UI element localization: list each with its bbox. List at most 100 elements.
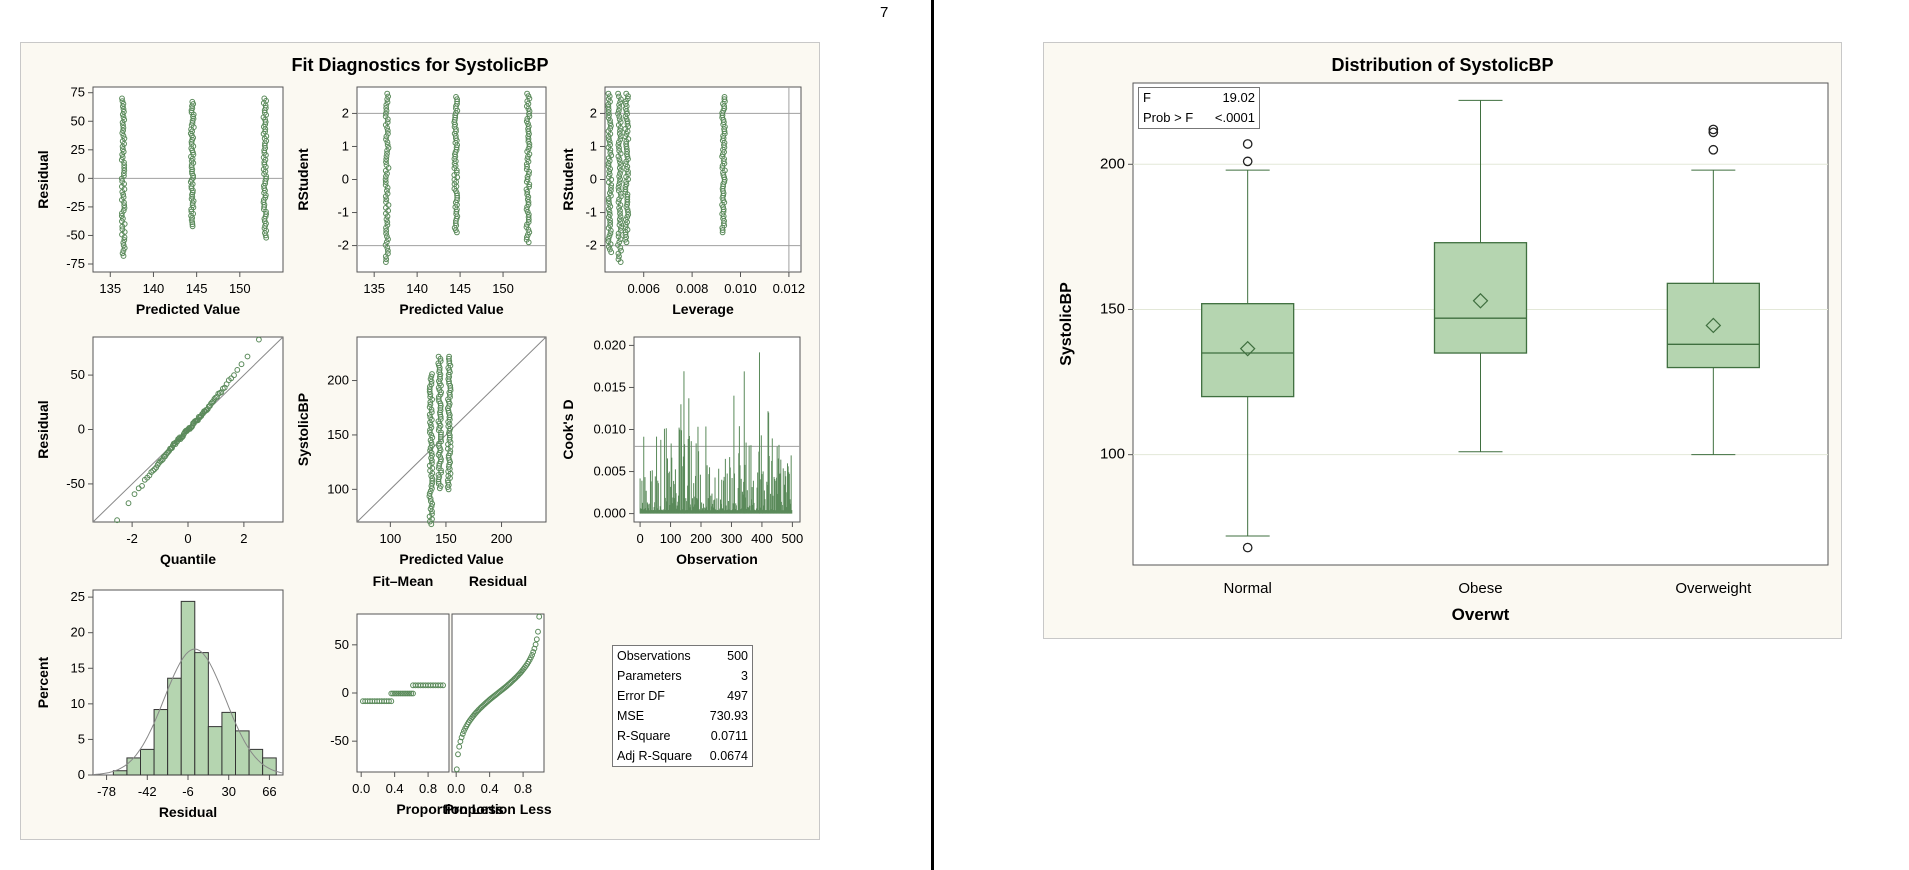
data-point bbox=[121, 202, 128, 209]
data-point bbox=[615, 90, 621, 97]
stat-row: Observations 500 bbox=[613, 646, 752, 666]
data-point bbox=[121, 205, 128, 211]
y-tick-label: 0 bbox=[78, 767, 85, 782]
y-tick-label: 5 bbox=[78, 731, 85, 746]
plot-frame bbox=[604, 86, 802, 273]
data-point bbox=[121, 116, 128, 123]
data-point bbox=[383, 133, 390, 140]
stat-label: R-Square bbox=[617, 729, 671, 743]
data-point bbox=[120, 132, 127, 139]
data-point bbox=[608, 184, 614, 191]
y-tick-label: 0.000 bbox=[593, 506, 626, 521]
data-point bbox=[616, 187, 622, 194]
data-point bbox=[608, 187, 614, 194]
x-tick-label: 150 bbox=[492, 281, 514, 296]
data-point bbox=[524, 163, 530, 170]
y-tick-label: -25 bbox=[66, 199, 85, 214]
data-point bbox=[120, 247, 127, 254]
data-point bbox=[616, 147, 623, 154]
data-point bbox=[121, 170, 127, 177]
data-point bbox=[617, 227, 624, 234]
data-point bbox=[607, 141, 613, 148]
data-point bbox=[446, 355, 452, 362]
data-point bbox=[383, 256, 390, 263]
data-point bbox=[383, 162, 390, 168]
data-point bbox=[139, 483, 145, 489]
data-point bbox=[607, 125, 614, 132]
data-point bbox=[622, 161, 629, 168]
data-point bbox=[606, 174, 612, 180]
x-tick-label: 500 bbox=[782, 531, 804, 546]
data-point bbox=[383, 224, 389, 231]
data-point bbox=[456, 743, 463, 750]
stat-row: MSE 730.93 bbox=[613, 706, 752, 726]
data-point bbox=[606, 139, 613, 145]
stat-label: Error DF bbox=[617, 689, 665, 703]
data-point bbox=[459, 731, 466, 737]
data-point bbox=[188, 141, 195, 147]
data-point bbox=[263, 175, 270, 182]
data-point bbox=[119, 130, 126, 137]
boxplot-plot bbox=[1128, 82, 1829, 566]
stat-row: Parameters 3 bbox=[613, 666, 752, 686]
data-point bbox=[384, 142, 391, 148]
data-point bbox=[120, 146, 126, 153]
stat-label: MSE bbox=[617, 709, 645, 723]
data-point bbox=[616, 139, 622, 146]
y-tick-label: 2 bbox=[342, 105, 349, 120]
data-point bbox=[244, 353, 251, 360]
data-point bbox=[189, 223, 196, 230]
x-tick-label: 140 bbox=[143, 281, 165, 296]
data-point bbox=[607, 222, 613, 229]
x-axis-label: Predicted Value bbox=[399, 551, 503, 567]
y-axis-label: Percent bbox=[35, 656, 51, 708]
data-point bbox=[410, 690, 416, 697]
y-tick-label: 100 bbox=[1100, 446, 1125, 463]
category-label: Normal bbox=[1224, 580, 1272, 597]
data-point bbox=[382, 176, 389, 183]
data-point bbox=[616, 173, 623, 180]
histogram-bar bbox=[180, 600, 196, 776]
data-point bbox=[399, 690, 406, 697]
x-tick-label: 0 bbox=[184, 531, 191, 546]
data-point bbox=[523, 224, 530, 231]
category-label: Overweight bbox=[1675, 580, 1752, 597]
y-axis-label: RStudent bbox=[560, 148, 576, 211]
box bbox=[1666, 282, 1760, 369]
data-point bbox=[617, 207, 623, 214]
data-point bbox=[382, 179, 389, 186]
data-point bbox=[218, 389, 225, 396]
data-point bbox=[529, 652, 535, 658]
data-point bbox=[605, 235, 612, 242]
outlier-point bbox=[1708, 127, 1719, 138]
data-point bbox=[606, 171, 613, 178]
x-tick-label: 30 bbox=[221, 784, 235, 799]
data-point bbox=[402, 690, 409, 697]
data-point bbox=[624, 110, 630, 117]
stat-row: F 19.02 bbox=[1139, 88, 1259, 108]
data-point bbox=[119, 95, 125, 102]
data-point bbox=[616, 222, 623, 228]
data-point bbox=[119, 218, 125, 225]
data-point bbox=[385, 130, 391, 137]
y-tick-label: 25 bbox=[71, 142, 85, 157]
stat-label: Adj R-Square bbox=[617, 749, 693, 763]
y-tick-label: 50 bbox=[71, 367, 85, 382]
data-point bbox=[119, 250, 126, 257]
data-point bbox=[607, 230, 614, 237]
panel-subtitle: Residual bbox=[469, 573, 527, 589]
data-point bbox=[189, 193, 196, 200]
stat-row: Adj R-Square 0.0674 bbox=[613, 746, 752, 766]
data-point bbox=[429, 371, 435, 377]
data-point bbox=[616, 145, 622, 151]
data-point bbox=[401, 690, 407, 697]
data-point bbox=[605, 163, 612, 170]
data-point bbox=[260, 199, 267, 206]
x-tick-label: 135 bbox=[363, 281, 385, 296]
data-point bbox=[605, 198, 612, 205]
fit-statistics-table: Observations 500 Parameters 3 Error DF 497 MSE… bbox=[612, 645, 753, 767]
data-point bbox=[234, 367, 241, 373]
stat-label: Observations bbox=[617, 649, 691, 663]
data-point bbox=[607, 120, 614, 127]
data-point bbox=[617, 136, 624, 143]
